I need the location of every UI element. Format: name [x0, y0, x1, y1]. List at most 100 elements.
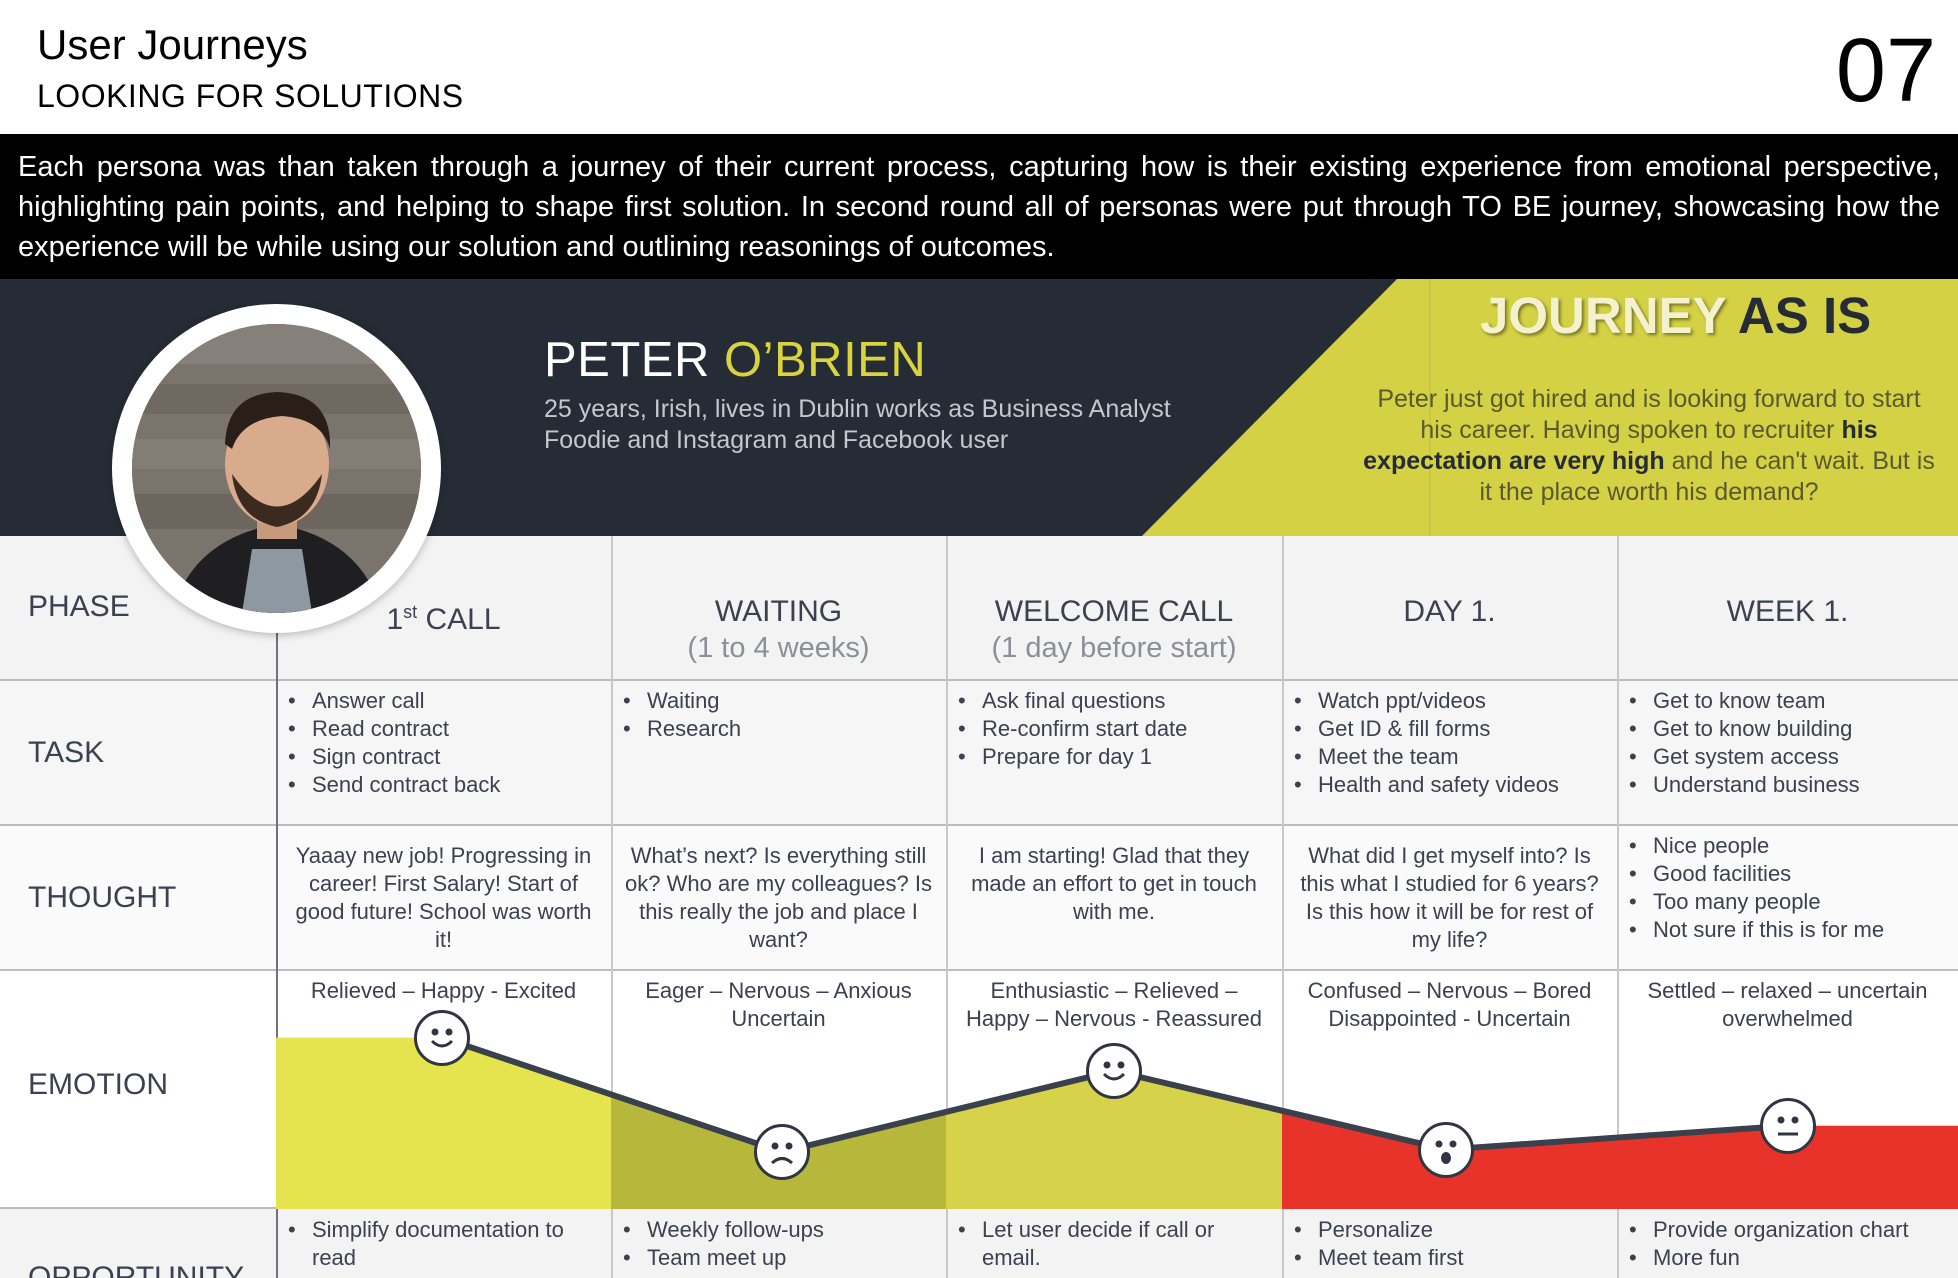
list-item: Meet the team [1290, 743, 1609, 771]
sad-face-icon [754, 1123, 810, 1180]
emotion-words: Settled – relaxed – uncertain overwhelme… [1647, 978, 1928, 1031]
journey-title: JOURNEY AS IS [1480, 290, 1871, 341]
phase-subtitle: (1 day before start) [991, 632, 1237, 664]
phase-name-text: WELCOME CALL [994, 595, 1234, 628]
journey-title-a: JOURNEY [1480, 287, 1726, 344]
row-label-opportunity: OPPORTUNITY [28, 1261, 245, 1278]
phase-name-text: WEEK 1. [1726, 595, 1849, 628]
task-list: Answer callRead contractSign contractSen… [284, 687, 603, 799]
persona-name: PETER O’BRIEN [544, 336, 926, 385]
opportunity-list: Simplify documentation to readMore perso… [284, 1216, 603, 1276]
neutral-face-icon [1760, 1097, 1816, 1154]
opportunity-list: Let user decide if call or email.Confirm… [954, 1216, 1274, 1276]
list-item: Let user decide if call or email. [954, 1216, 1274, 1272]
happy-face-icon [414, 1009, 470, 1066]
task-list: WaitingResearch [619, 687, 938, 743]
grid-divider [1617, 536, 1619, 1278]
phase-title: WAITING (1 to 4 weeks) [611, 594, 946, 666]
phase-title: DAY 1. [1282, 594, 1617, 630]
list-item: Team meet up [619, 1244, 938, 1272]
journey-description: Peter just got hired and is looking forw… [1362, 384, 1936, 508]
emotion-words: Confused – Nervous – Bored Disappointed … [1307, 978, 1592, 1031]
page-subtitle: LOOKING FOR SOLUTIONS [37, 78, 464, 114]
phase-name-text: DAY 1. [1403, 595, 1496, 628]
emotion-words: Enthusiastic – Relieved – Happy – Nervou… [966, 978, 1262, 1031]
list-item: Understand business [1625, 771, 1950, 799]
page-number: 07 [1835, 21, 1936, 121]
persona-description: 25 years, Irish, lives in Dublin works a… [544, 394, 1171, 456]
list-item: Confirm summary in writing [954, 1272, 1274, 1276]
phase-title: 1st CALL [276, 594, 611, 638]
phase-subtitle: (1 to 4 weeks) [687, 632, 870, 664]
emotion-curve-chart [276, 1034, 1958, 1209]
list-item: Meet team first [1290, 1244, 1609, 1272]
persona-last-name: O’BRIEN [724, 333, 927, 387]
persona-first-name: PETER [544, 333, 710, 387]
intro-paragraph: Each persona was than taken through a jo… [0, 134, 1958, 279]
persona-desc-line1: 25 years, Irish, lives in Dublin works a… [544, 395, 1171, 423]
list-item: Weekly follow-ups [619, 1216, 938, 1244]
journey-yellow-panel [1142, 279, 1958, 536]
phase-name-text: WAITING [714, 595, 843, 628]
list-item: Good facilities [1625, 860, 1950, 888]
grid-divider [946, 536, 948, 1278]
journey-desc-1: Peter just got hired and is looking forw… [1377, 385, 1921, 444]
thought-text: I am starting! Glad that they made an ef… [971, 843, 1257, 924]
list-item: Read more [1290, 1272, 1609, 1276]
emotion-area-3 [946, 1070, 1282, 1209]
grid-divider [611, 536, 613, 1278]
row-label-thought: THOUGHT [28, 881, 177, 914]
thought-text: What’s next? Is everything still ok? Who… [625, 843, 932, 952]
list-item: Get to know building [1625, 715, 1950, 743]
thought-text: Yaaay new job! Progressing in career! Fi… [295, 843, 592, 952]
page-title: User Journeys [37, 21, 308, 68]
emotion-area-5 [1617, 1125, 1958, 1209]
journey-desc-2: and he can't wait. But is it the place w… [1479, 447, 1935, 506]
phase-ordinal-suffix: st [403, 602, 418, 622]
list-item: Re-confirm start date [954, 715, 1274, 743]
list-item: Ask final questions [954, 687, 1274, 715]
list-item: Not sure if this is for me [1625, 916, 1950, 944]
list-item: Waiting [619, 687, 938, 715]
opportunity-list: PersonalizeMeet team firstRead more [1290, 1216, 1609, 1276]
list-item: More fun [1625, 1244, 1950, 1272]
persona-photo-frame [112, 304, 441, 633]
list-item: Get ID & fill forms [1290, 715, 1609, 743]
emotion-words: Eager – Nervous – Anxious Uncertain [645, 978, 912, 1031]
list-item: Answer call [284, 687, 603, 715]
task-list: Watch ppt/videosGet ID & fill formsMeet … [1290, 687, 1609, 799]
grid-divider [276, 536, 278, 1278]
row-label-phase: PHASE [28, 590, 130, 623]
list-item: Send contract back [284, 771, 603, 799]
journey-title-b: AS IS [1737, 287, 1872, 344]
list-item: Read contract [284, 715, 603, 743]
persona-desc-line2: Foodie and Instagram and Facebook user [544, 426, 1009, 454]
list-item: Watch ppt/videos [1290, 687, 1609, 715]
journey-desc-bold: his expectation are very high [1363, 416, 1878, 475]
opportunity-list: Weekly follow-upsTeam meet upQ&A [619, 1216, 938, 1276]
task-list: Ask final questionsRe-confirm start date… [954, 687, 1274, 771]
list-item: Get system access [1625, 743, 1950, 771]
list-item: Too many people [1625, 888, 1950, 916]
phase-name-text: CALL [417, 603, 501, 636]
list-item: Health and safety videos [1290, 771, 1609, 799]
happy-face-icon [1086, 1042, 1142, 1099]
list-item: Business feedback [1625, 1272, 1950, 1276]
row-label-emotion: EMOTION [28, 1068, 168, 1101]
persona-photo [132, 324, 421, 613]
list-item: More personal comms [284, 1272, 603, 1276]
list-item: Research [619, 715, 938, 743]
row-label-task: TASK [28, 736, 105, 769]
list-item: Provide organization chart [1625, 1216, 1950, 1244]
task-list: Get to know teamGet to know buildingGet … [1625, 687, 1950, 799]
list-item: Nice people [1625, 832, 1950, 860]
emotion-area-1 [276, 1037, 611, 1209]
grid-divider [1282, 536, 1284, 1278]
phase-title: WEEK 1. [1617, 594, 1958, 630]
list-item: Get to know team [1625, 687, 1950, 715]
list-item: Prepare for day 1 [954, 743, 1274, 771]
thought-list: Nice peopleGood facilitiesToo many peopl… [1625, 832, 1950, 944]
emotion-words: Relieved – Happy - Excited [310, 978, 577, 1003]
list-item: Sign contract [284, 743, 603, 771]
phase-title: WELCOME CALL (1 day before start) [946, 594, 1282, 666]
